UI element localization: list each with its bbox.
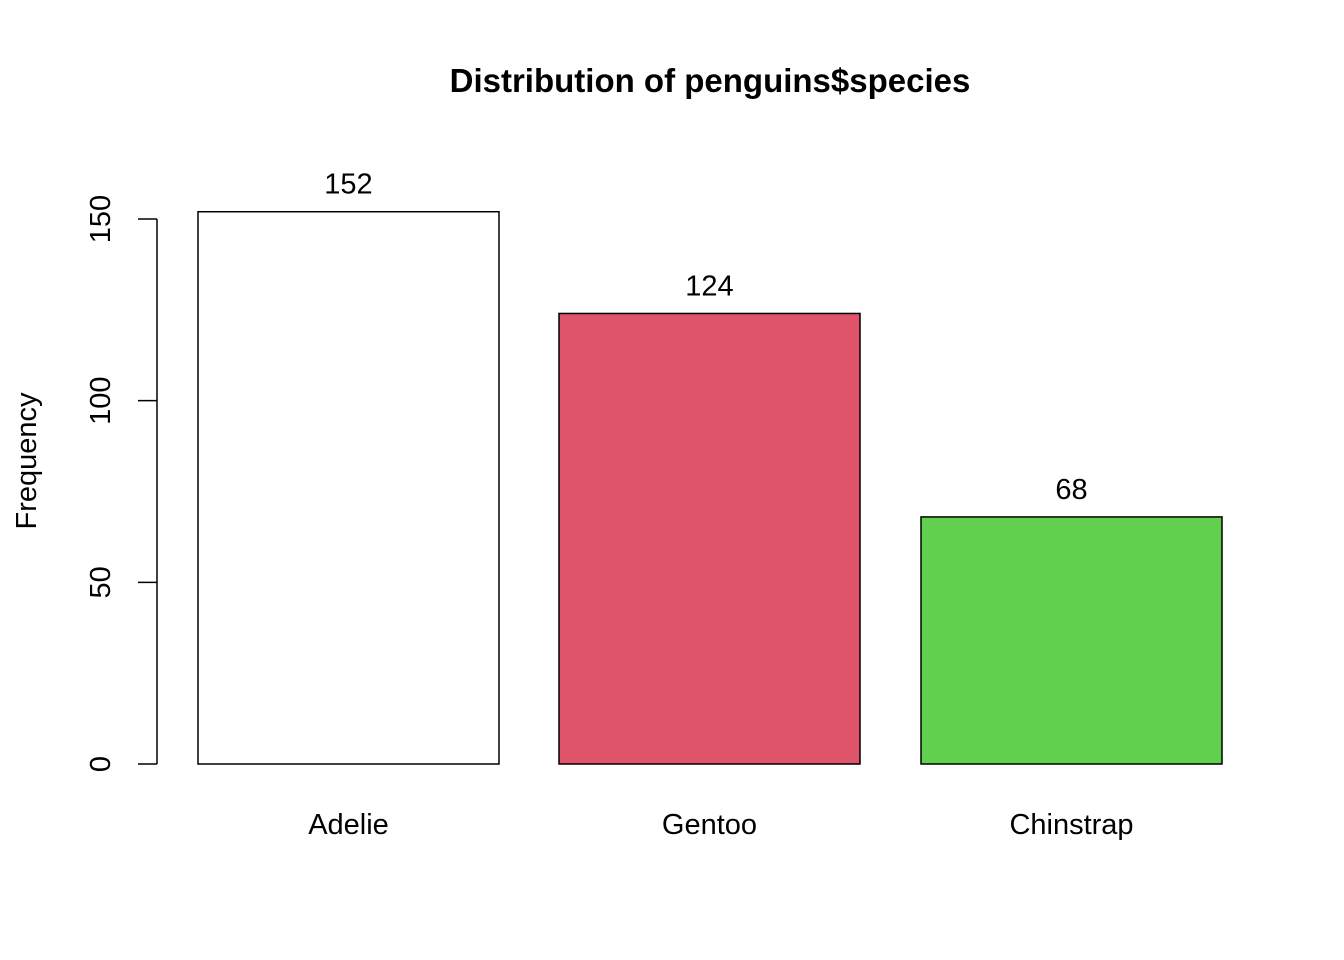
y-axis: 0 50 100 150 [85,195,158,772]
bar-value-label: 68 [1055,474,1087,506]
x-category-label: Chinstrap [1009,809,1133,841]
bar-gentoo [558,312,861,765]
y-tick-label: 0 [85,756,117,772]
x-category-label: Adelie [308,809,389,841]
bars [197,210,1223,765]
bar-value-labels: 152 124 68 [324,169,1087,506]
bar-chinstrap [920,516,1223,765]
x-category-labels: Adelie Gentoo Chinstrap [308,809,1133,841]
y-axis-label: Frequency [11,392,43,530]
y-tick-label: 100 [85,376,117,424]
y-tick-label: 150 [85,195,117,243]
bar-value-label: 152 [324,169,372,201]
y-tick-label: 50 [85,566,117,598]
bar-adelie [197,210,500,765]
x-category-label: Gentoo [662,809,757,841]
bar-value-label: 124 [685,270,733,302]
chart-title: Distribution of penguins$species [450,62,971,99]
